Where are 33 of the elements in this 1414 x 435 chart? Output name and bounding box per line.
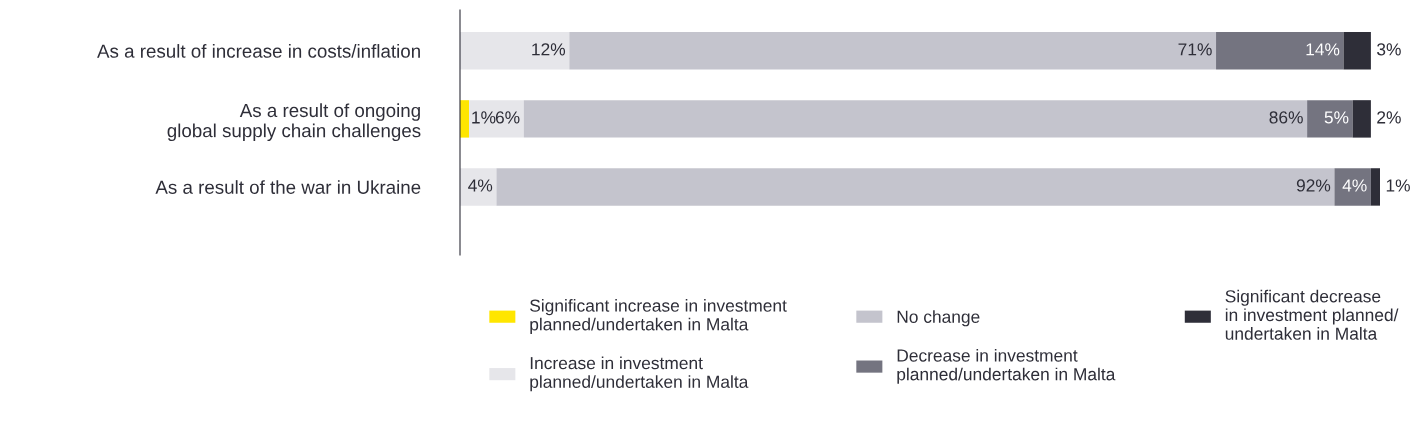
- data-label: 6%: [495, 111, 520, 124]
- legend-label: Decrease in investment planned/undertaken in Malta: [897, 348, 1116, 384]
- bar: [460, 168, 497, 206]
- legend-label: No change: [897, 310, 980, 327]
- data-label: 1%: [1386, 179, 1410, 192]
- data-label: 4%: [1342, 179, 1367, 192]
- bar: [569, 32, 1217, 70]
- data-label: 5%: [1324, 111, 1349, 124]
- y-tick-label: As a result of the war in Ukraine: [155, 180, 421, 194]
- data-label: 71%: [1178, 43, 1212, 56]
- bar: [1307, 100, 1353, 138]
- bar: [523, 100, 1308, 138]
- y-tick-label: As a result of increase in costs/inflation: [97, 44, 420, 58]
- bar: [460, 32, 570, 70]
- data-label: 92%: [1296, 179, 1331, 192]
- bar: [1216, 32, 1344, 70]
- legend-label: Significant increase in investment planned/undertaken in Malta: [530, 299, 787, 334]
- data-label: 12%: [532, 43, 566, 56]
- y-tick-label: As a result of ongoing global supply chain challenges: [167, 103, 421, 142]
- bar: [1352, 100, 1371, 138]
- bar: [496, 168, 1335, 206]
- bar: [1343, 32, 1371, 70]
- data-label: 4%: [468, 179, 493, 192]
- bar: [1334, 168, 1371, 206]
- data-label: 14%: [1306, 43, 1340, 56]
- bar: [469, 100, 524, 138]
- data-label: 3%: [1377, 43, 1401, 56]
- data-label: 86%: [1269, 111, 1303, 124]
- legend-label: Significant decrease in investment planned/ undertaken in Malta: [1225, 289, 1399, 340]
- data-label: 2%: [1377, 111, 1401, 124]
- data-label: 1%: [472, 111, 496, 124]
- bar: [1370, 168, 1380, 206]
- legend-label: Increase in investment planned/undertaken in Malta: [530, 356, 749, 392]
